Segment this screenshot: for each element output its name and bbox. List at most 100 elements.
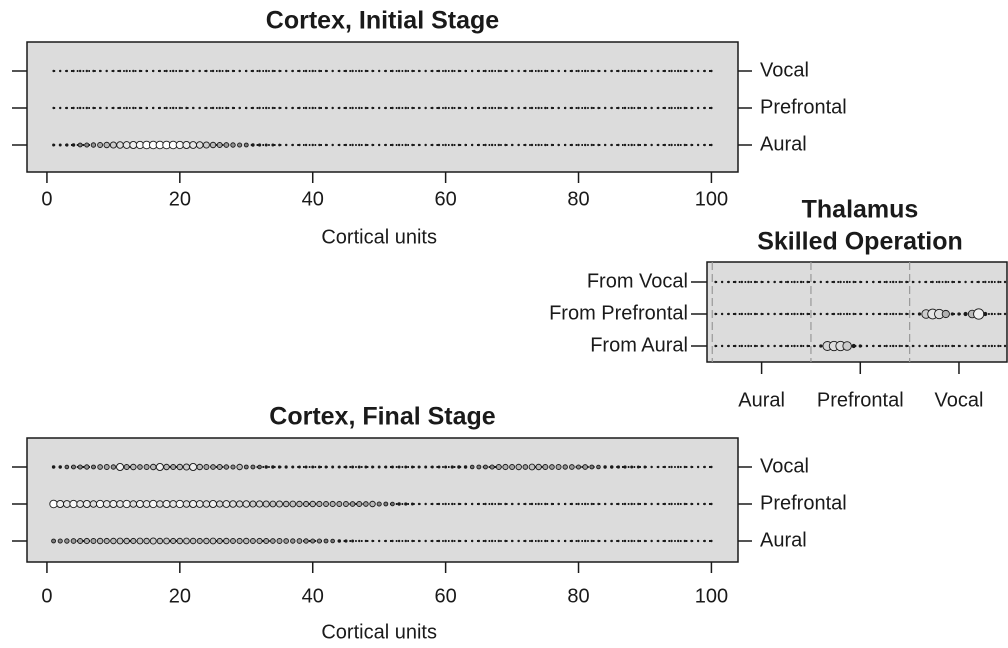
unit-dot <box>364 465 368 469</box>
unit-dot <box>497 69 500 73</box>
unit-dot <box>637 539 640 543</box>
unit-dot <box>158 106 162 110</box>
unit-dot <box>371 539 374 543</box>
unit-dot <box>258 69 261 73</box>
unit-dot <box>216 142 223 148</box>
unit-dot <box>251 106 255 110</box>
unit-dot <box>191 106 195 110</box>
unit-dot <box>891 280 895 284</box>
x-tick-label: 100 <box>695 585 728 607</box>
unit-dot <box>617 143 620 147</box>
unit-dot <box>243 142 249 148</box>
unit-dot <box>643 143 647 147</box>
unit-dot <box>517 539 520 543</box>
unit-dot <box>410 465 414 469</box>
group-label: Prefrontal <box>817 389 904 411</box>
unit-dot <box>885 312 888 316</box>
unit-dot <box>72 69 75 73</box>
unit-dot <box>676 465 680 469</box>
unit-dot <box>799 312 803 316</box>
unit-dot <box>657 539 660 543</box>
unit-dot <box>209 500 218 508</box>
unit-dot <box>522 464 529 470</box>
unit-dot <box>597 502 600 506</box>
unit-dot <box>324 465 328 469</box>
unit-dot <box>683 143 687 147</box>
unit-dot <box>537 539 540 543</box>
unit-dot <box>411 539 414 543</box>
unit-dot <box>497 143 500 147</box>
unit-dot <box>760 344 763 348</box>
unit-dot <box>344 106 348 110</box>
unit-dot <box>417 106 421 110</box>
unit-dot <box>589 464 595 470</box>
unit-dot <box>636 465 640 469</box>
unit-dot <box>964 344 967 348</box>
unit-dot <box>377 143 381 147</box>
unit-dot <box>806 312 809 316</box>
unit-dot <box>417 539 421 543</box>
unit-dot <box>404 143 407 147</box>
unit-dot <box>597 539 600 543</box>
unit-dot <box>338 106 341 110</box>
unit-dot <box>457 465 461 469</box>
unit-dot <box>852 280 855 284</box>
unit-dot <box>963 311 968 317</box>
unit-dot <box>603 465 607 469</box>
unit-dot <box>175 499 184 509</box>
unit-dot <box>727 344 730 348</box>
unit-dot <box>826 312 829 316</box>
unit-dot <box>390 501 395 507</box>
unit-dot <box>663 106 667 110</box>
unit-dot <box>510 143 514 147</box>
unit-dot <box>793 312 796 316</box>
unit-dot <box>703 465 706 469</box>
unit-dot <box>170 537 177 545</box>
unit-dot <box>216 537 223 545</box>
unit-dot <box>236 463 243 471</box>
unit-dot <box>364 106 368 110</box>
unit-dot <box>550 143 554 147</box>
unit-dot <box>249 538 256 544</box>
unit-dot <box>278 69 281 73</box>
unit-dot <box>183 463 190 471</box>
panel <box>26 41 739 173</box>
unit-dot <box>129 500 138 508</box>
unit-dot <box>296 500 303 508</box>
unit-dot <box>477 143 481 147</box>
unit-dot <box>878 312 882 316</box>
unit-dot <box>944 280 948 284</box>
unit-dot <box>265 69 268 73</box>
unit-dot <box>209 141 217 149</box>
unit-dot <box>610 502 613 506</box>
unit-dot <box>310 538 316 544</box>
unit-dot <box>391 143 394 147</box>
unit-dot <box>77 538 84 544</box>
unit-dot <box>720 312 724 316</box>
unit-dot <box>237 142 243 148</box>
unit-dot <box>504 143 507 147</box>
unit-dot <box>617 69 620 73</box>
unit-dot <box>898 280 901 284</box>
unit-dot <box>196 463 203 471</box>
row-label: From Vocal <box>587 270 688 292</box>
unit-dot <box>924 280 928 284</box>
group-label: Aural <box>738 389 785 411</box>
unit-dot <box>358 539 361 543</box>
unit-dot <box>839 312 842 316</box>
unit-dot <box>941 309 950 319</box>
unit-dot <box>517 69 520 73</box>
unit-dot <box>696 143 700 147</box>
unit-dot <box>537 106 540 110</box>
unit-dot <box>351 69 354 73</box>
unit-dot <box>132 106 135 110</box>
unit-dot <box>557 106 560 110</box>
unit-dot <box>720 280 724 284</box>
unit-dot <box>577 539 580 543</box>
unit-dot <box>938 280 941 284</box>
unit-dot <box>464 143 467 147</box>
unit-dot <box>530 502 534 506</box>
unit-dot <box>318 69 321 73</box>
unit-dot <box>98 69 102 73</box>
chart-title: Cortex, Final Stage <box>269 403 496 431</box>
